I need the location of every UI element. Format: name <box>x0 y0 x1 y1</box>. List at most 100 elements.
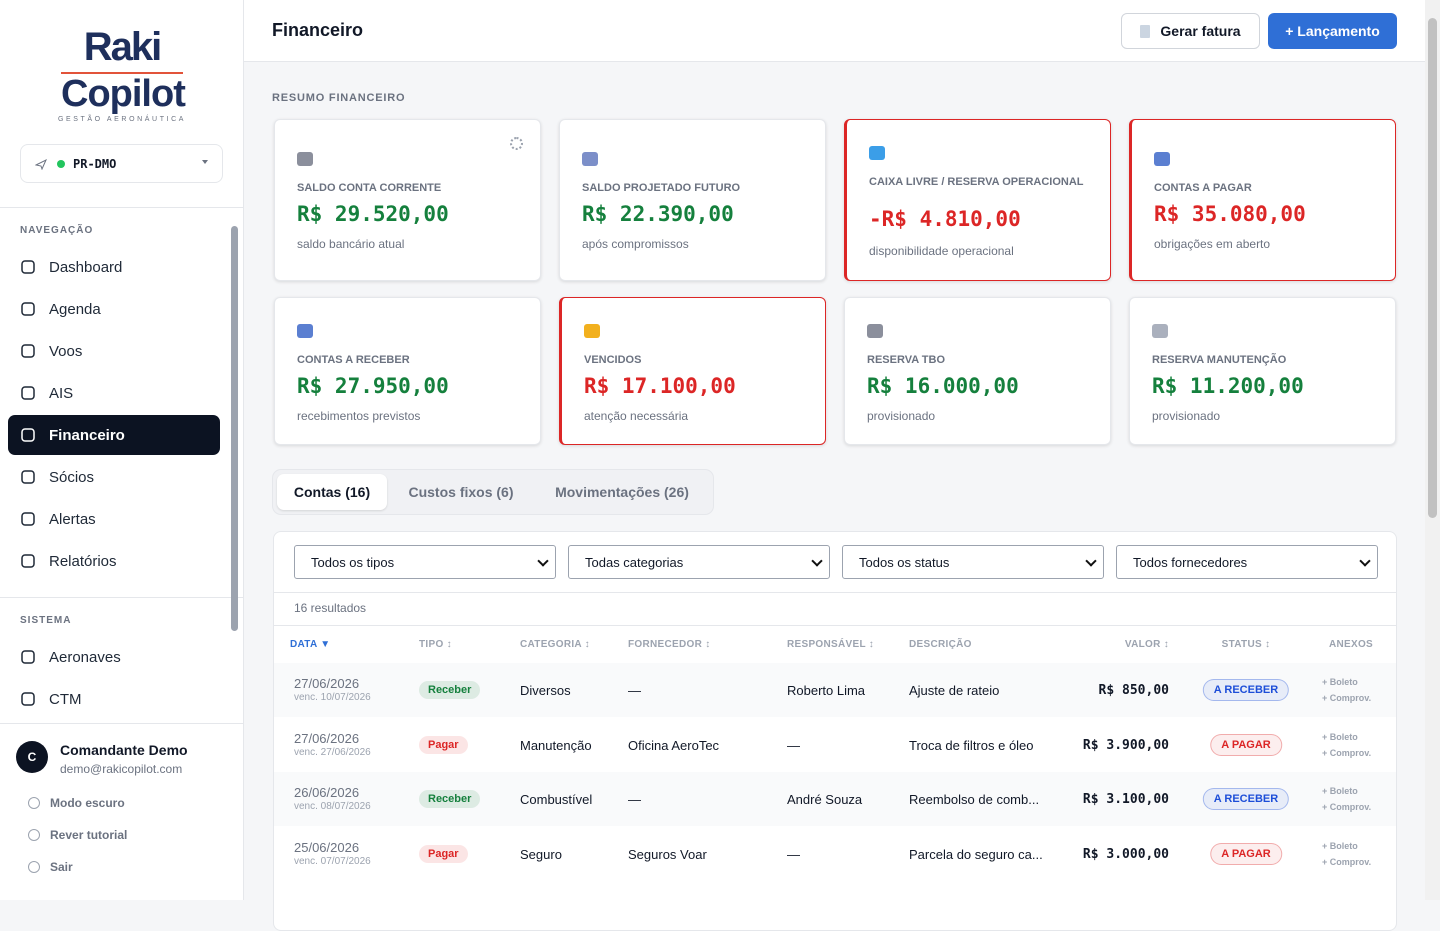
attachment-link[interactable]: + Comprov. <box>1322 802 1372 812</box>
divider <box>0 207 243 208</box>
status-pill: A RECEBER <box>1202 788 1290 810</box>
row-date: 27/06/2026 <box>294 676 360 691</box>
footer-link[interactable]: Sair <box>28 860 73 874</box>
row-supplier: — <box>628 683 641 698</box>
attachment-link[interactable]: + Comprov. <box>1322 747 1372 758</box>
attachment-link[interactable]: + Comprov. <box>1322 693 1372 703</box>
column-header: ANEXOS <box>1329 639 1374 650</box>
nav-item[interactable]: Voos <box>8 331 220 371</box>
row-supplier: Seguros Voar <box>628 846 707 862</box>
filter-select[interactable]: Todos os status <box>842 545 1104 579</box>
row-category: Manutenção <box>520 737 592 753</box>
nav-label: Financeiro <box>49 426 125 444</box>
column-header[interactable]: FORNECEDOR <box>628 639 711 650</box>
attachment-link[interactable]: + Boleto <box>1322 786 1358 796</box>
card-value: R$ 35.080,00 <box>1154 202 1306 226</box>
link-icon <box>28 861 40 873</box>
row-category: Diversos <box>520 683 571 698</box>
card-icon <box>1154 152 1170 166</box>
tab[interactable]: Custos fixos (6) <box>408 484 514 500</box>
nav-item[interactable]: Agenda <box>8 289 220 329</box>
summary-card: RESERVA TBO R$ 16.000,00 provisionado <box>844 297 1111 445</box>
type-pill: Pagar <box>419 735 468 754</box>
section-title: RESUMO FINANCEIRO <box>272 92 406 104</box>
settings-icon[interactable] <box>510 137 523 150</box>
column-header[interactable]: STATUS <box>1222 639 1271 650</box>
table-row: 27/06/2026 venc. 27/06/2026 Pagar Manutençã… <box>274 718 1396 772</box>
aircraft-select[interactable]: PR-DMO <box>20 144 223 183</box>
scrollbar[interactable] <box>231 226 238 631</box>
card-note: provisionado <box>1152 409 1221 423</box>
scroll-thumb[interactable] <box>1428 18 1437 518</box>
nav-item[interactable]: Sócios <box>8 457 220 497</box>
summary-card: SALDO PROJETADO FUTURO R$ 22.390,00 após c… <box>559 119 826 281</box>
row-responsible: — <box>787 846 800 862</box>
attachment-link[interactable]: + Boleto <box>1322 731 1358 742</box>
summary-card: SALDO CONTA CORRENTE R$ 29.520,00 saldo ba… <box>274 119 541 281</box>
nav-item[interactable]: Dashboard <box>8 247 220 287</box>
nav-item[interactable]: Relatórios <box>8 541 220 581</box>
nav-label: Aeronaves <box>49 648 121 666</box>
card-note: disponibilidade operacional <box>869 244 1014 258</box>
status-pill: A RECEBER <box>1202 679 1290 701</box>
divider <box>0 723 243 724</box>
nav-item[interactable]: CTM <box>8 679 220 719</box>
divider <box>274 592 1396 593</box>
column-header[interactable]: TIPO <box>419 639 452 650</box>
nav-icon <box>21 470 35 484</box>
row-date: 26/06/2026 <box>294 785 360 800</box>
row-value: R$ 3.100,00 <box>1082 792 1169 807</box>
tab[interactable]: Contas (16) <box>277 474 387 510</box>
column-header[interactable]: DATA <box>290 639 330 650</box>
tab[interactable]: Movimentações (26) <box>555 484 689 500</box>
card-value: R$ 17.100,00 <box>584 374 736 398</box>
type-pill: Pagar <box>419 844 468 863</box>
row-supplier: — <box>628 792 641 807</box>
attachment-link[interactable]: + Boleto <box>1322 677 1358 687</box>
row-responsible: — <box>787 737 800 753</box>
logo-text: Raki <box>83 25 163 69</box>
footer-link[interactable]: Rever tutorial <box>28 828 127 842</box>
nav-item[interactable]: Aeronaves <box>8 637 220 677</box>
card-value: R$ 29.520,00 <box>297 202 449 226</box>
caret <box>202 160 208 167</box>
card-note: obrigações em aberto <box>1154 237 1271 251</box>
nav-item[interactable]: Alertas <box>8 499 220 539</box>
card-note: recebimentos previstos <box>297 409 421 423</box>
nav-section-title: NAVEGAÇÃO <box>20 225 94 236</box>
result-count: 16 resultados <box>294 601 367 615</box>
table-row: 27/06/2026 venc. 10/07/2026 Receber Diverso… <box>274 663 1396 717</box>
column-header[interactable]: VALOR <box>1125 639 1169 650</box>
attachment-link[interactable]: + Comprov. <box>1322 856 1372 867</box>
card-icon <box>582 152 598 166</box>
aircraft-id: PR-DMO <box>73 156 117 171</box>
nav-item[interactable]: AIS <box>8 373 220 413</box>
card-icon <box>297 152 313 166</box>
row-description: Ajuste de rateio <box>909 683 1000 698</box>
card-label: CONTAS A PAGAR <box>1154 182 1252 194</box>
row-due: venc. 08/07/2026 <box>294 801 371 812</box>
attachment-link[interactable]: + Boleto <box>1322 840 1358 851</box>
summary-card: CONTAS A PAGAR R$ 35.080,00 obrigações em … <box>1129 119 1396 281</box>
status-dot <box>57 159 65 168</box>
column-header[interactable]: RESPONSÁVEL <box>787 639 874 650</box>
filter-select[interactable]: Todos os tipos <box>294 545 556 579</box>
invoice-button[interactable]: Gerar fatura <box>1121 13 1260 49</box>
scrollbar[interactable] <box>1425 0 1440 900</box>
new-entry-button[interactable]: + Lançamento <box>1268 13 1397 49</box>
card-icon <box>869 146 885 160</box>
filter-select[interactable]: Todos fornecedores <box>1116 545 1378 579</box>
divider <box>274 625 1396 626</box>
filter-select[interactable]: Todas categorias <box>568 545 830 579</box>
card-label: CONTAS A RECEBER <box>297 354 410 366</box>
row-description: Reembolso de comb... <box>909 792 1040 807</box>
footer-link[interactable]: Modo escuro <box>28 796 125 810</box>
card-note: atenção necessária <box>584 409 689 423</box>
column-header[interactable]: CATEGORIA <box>520 639 590 650</box>
page: Raki Copilot GESTÃO AERONÁUTICA PR-DMO C… <box>0 0 1440 900</box>
row-category: Seguro <box>520 846 562 862</box>
table-row: 25/06/2026 venc. 07/07/2026 Pagar Seguro Seg… <box>274 827 1396 881</box>
nav-label: Voos <box>49 342 83 360</box>
nav-item[interactable]: Financeiro <box>8 415 220 455</box>
divider <box>0 597 243 598</box>
